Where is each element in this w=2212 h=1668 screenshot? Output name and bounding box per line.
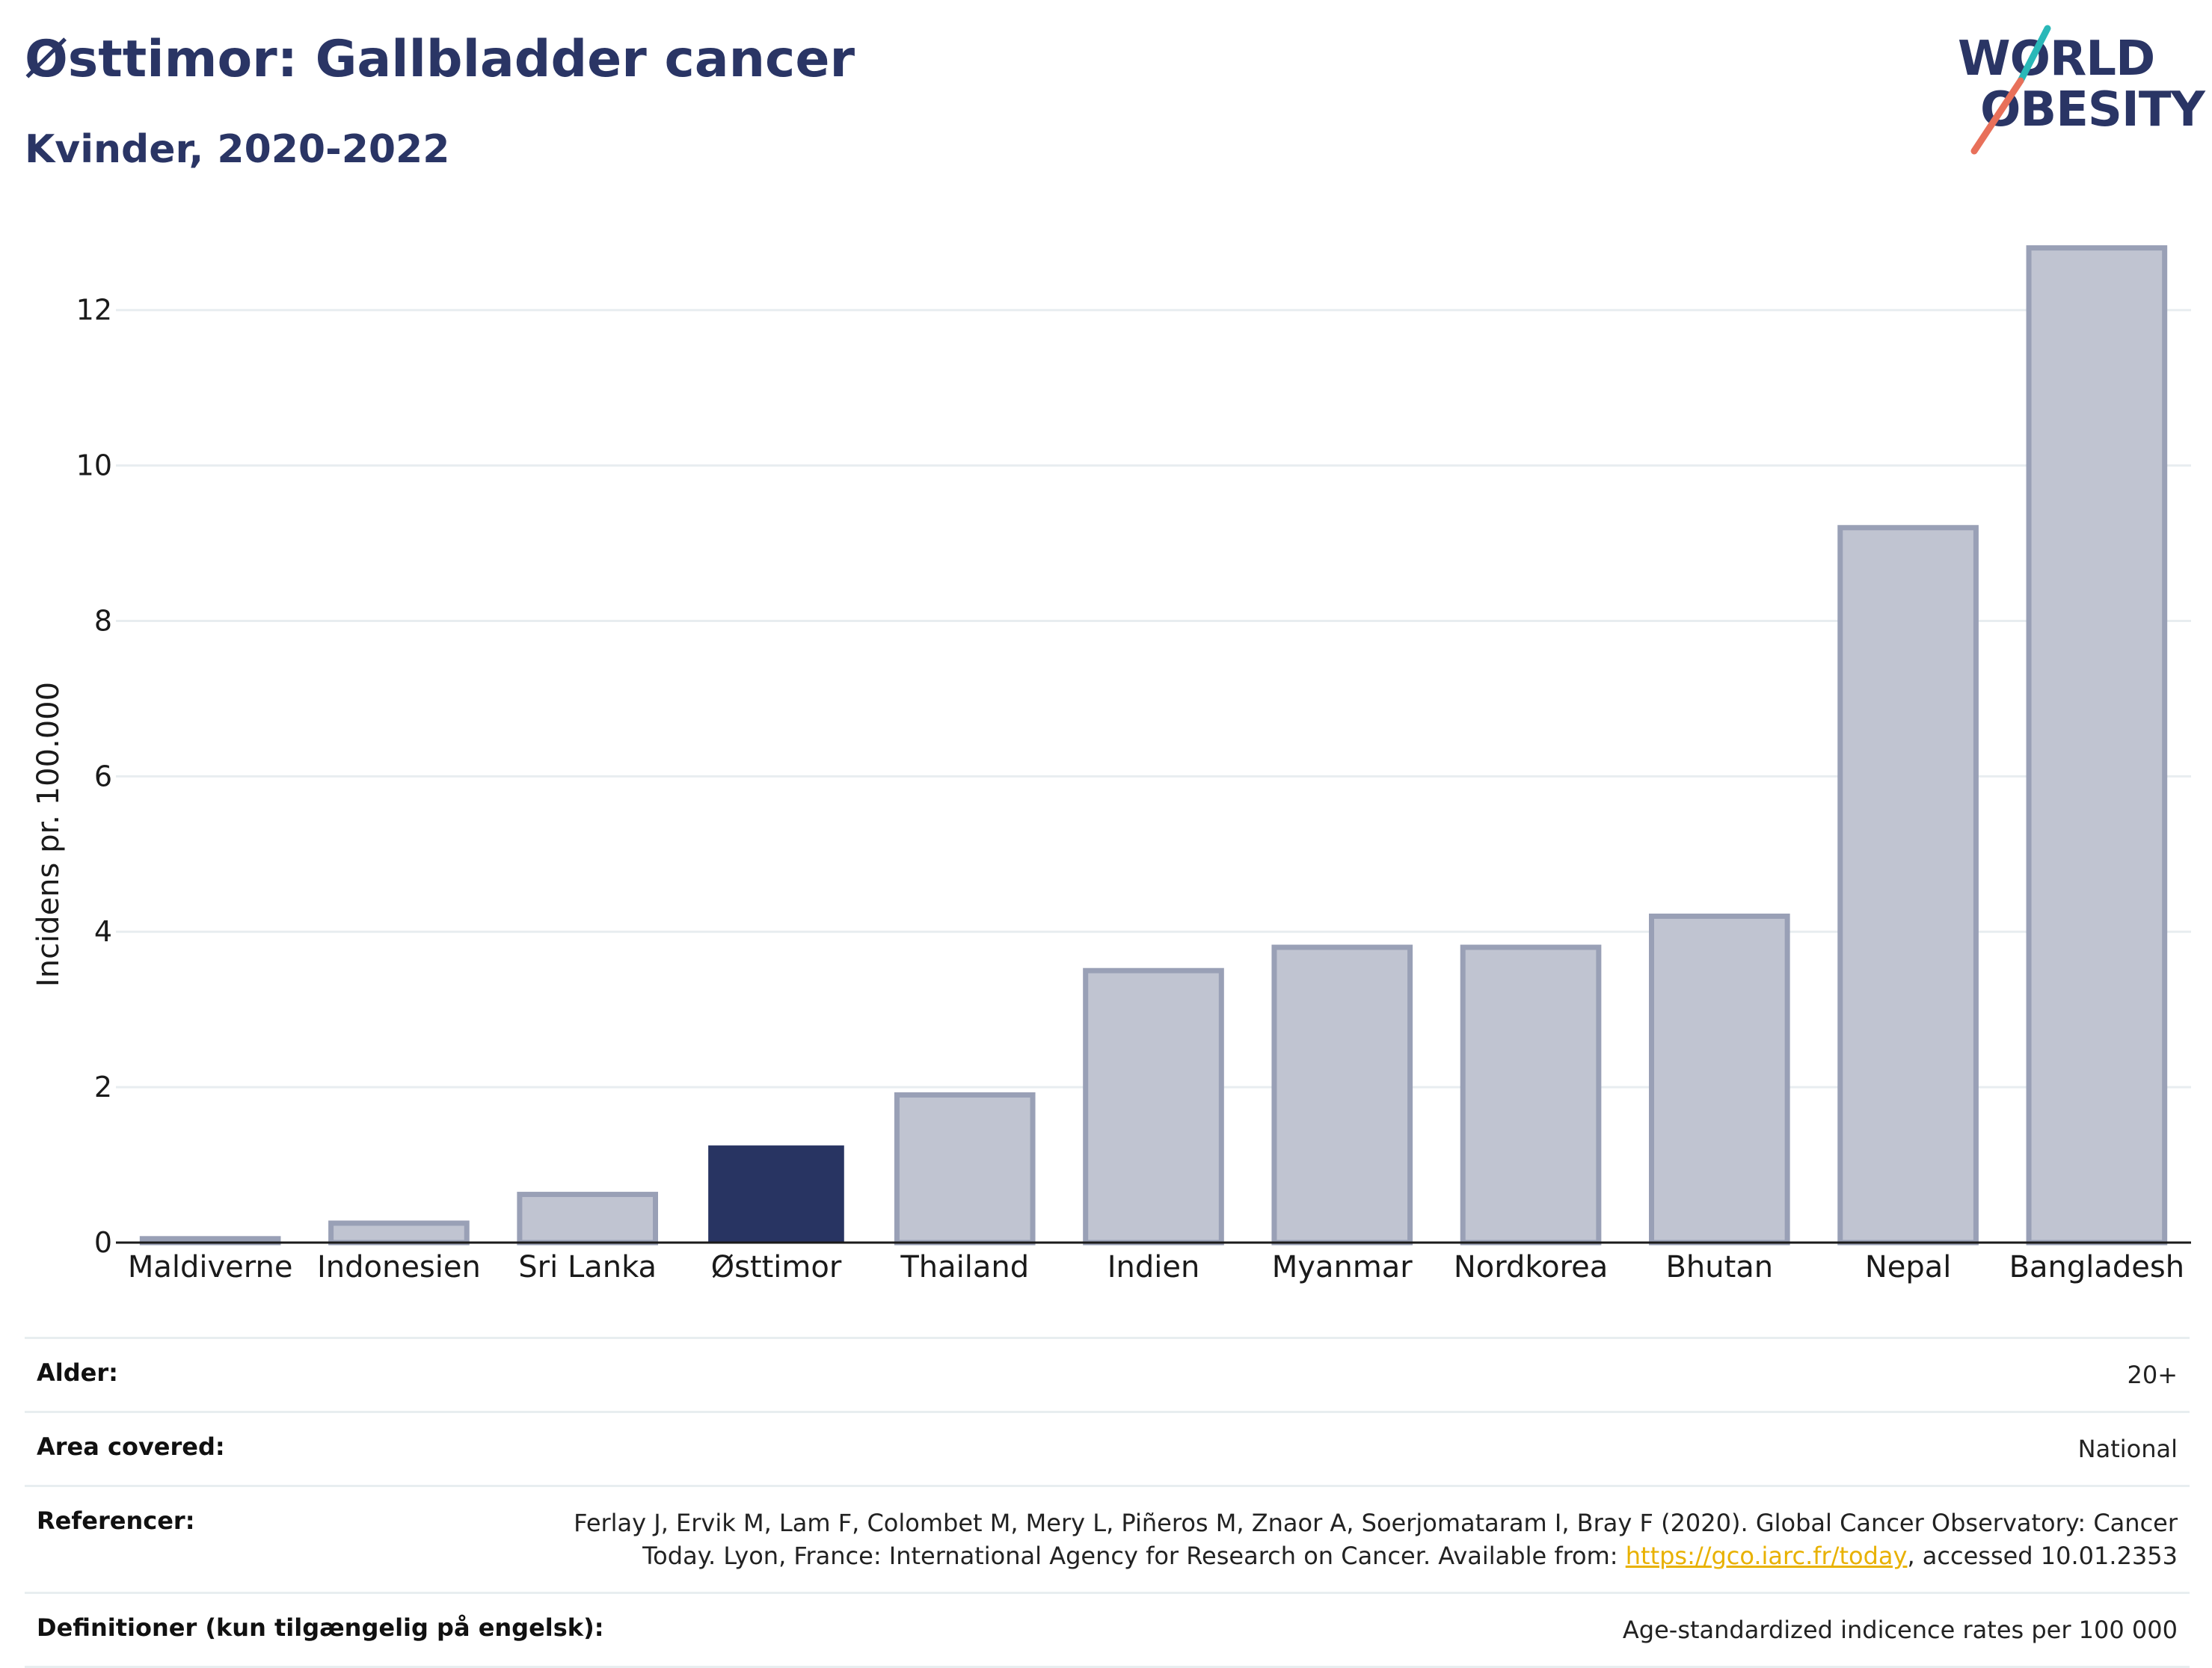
x-tick-label: Thailand: [900, 1250, 1029, 1284]
bar-thailand: [894, 1092, 1036, 1246]
y-tick-label: 12: [76, 294, 112, 327]
bar-østtimor: [708, 1145, 844, 1243]
y-axis-title: Incidens pr. 100.000: [31, 682, 66, 987]
meta-key: Area covered:: [37, 1432, 225, 1461]
x-tick-label: Maldiverne: [128, 1250, 293, 1284]
y-tick-label: 4: [94, 915, 112, 948]
bar-indien: [1083, 967, 1224, 1246]
meta-row-references: Referencer: Ferlay J, Ervik M, Lam F, Co…: [25, 1485, 2190, 1592]
metadata-table: Alder: 20+ Area covered: National Refere…: [25, 1337, 2190, 1668]
y-tick-label: 6: [94, 760, 112, 793]
meta-row-definitions: Definitioner (kun tilgængelig på engelsk…: [25, 1592, 2190, 1668]
bar-sri-lanka: [517, 1192, 659, 1246]
x-tick-label: Sri Lanka: [518, 1250, 657, 1284]
logo-line-2: OBESITY: [1980, 82, 2205, 138]
x-tick-label: Østtimor: [711, 1250, 842, 1284]
meta-key: Alder:: [37, 1358, 118, 1387]
reference-link[interactable]: https://gco.iarc.fr/today: [1625, 1542, 1908, 1570]
meta-value: National: [2077, 1435, 2178, 1463]
y-tick-label: 0: [94, 1226, 112, 1259]
x-tick-label: Myanmar: [1272, 1250, 1413, 1284]
reference-text-line-2: Today. Lyon, France: International Agenc…: [642, 1542, 1626, 1570]
y-tick-label: 10: [76, 449, 112, 482]
reference-text-tail: , accessed 10.01.2353: [1907, 1542, 2178, 1570]
x-tick-label: Indonesien: [317, 1250, 481, 1284]
x-tick-label: Bhutan: [1665, 1250, 1773, 1284]
y-tick-label: 8: [94, 604, 112, 637]
axes: 0 2 4 6 8 10 12 Maldiverne Indonesien Sri Lanka Øs…: [76, 294, 2191, 1284]
reference-text-line-1: Ferlay J, Ervik M, Lam F, Colombet M, Me…: [574, 1509, 2178, 1537]
logo-slash-icon: [1970, 25, 2051, 155]
bar-bhutan: [1649, 913, 1790, 1246]
meta-row-age: Alder: 20+: [25, 1337, 2190, 1411]
meta-row-area: Area covered: National: [25, 1411, 2190, 1485]
logo-line-1: WORLD: [1958, 31, 2155, 87]
meta-value: Ferlay J, Ervik M, Lam F, Colombet M, Me…: [574, 1507, 2178, 1572]
meta-key: Referencer:: [37, 1507, 195, 1535]
y-tick-label: 2: [94, 1071, 112, 1104]
bar-bangladesh: [2026, 245, 2168, 1246]
chart-subtitle: Kvinder, 2020-2022: [25, 127, 450, 172]
meta-value: 20+: [2127, 1361, 2178, 1389]
bar-chart: 0 2 4 6 8 10 12 Maldiverne Indonesien Sri Lanka Øs…: [31, 245, 2191, 1284]
bar-indonesien: [328, 1220, 470, 1246]
x-tick-label: Indien: [1107, 1250, 1200, 1284]
bar-nepal: [1837, 525, 1979, 1246]
world-obesity-logo: WORLD OBESITY: [1937, 22, 2206, 164]
x-tick-label: Nepal: [1865, 1250, 1952, 1284]
bar-nordkorea: [1460, 944, 1602, 1246]
chart-title: Østtimor: Gallbladder cancer: [25, 30, 855, 89]
meta-key: Definitioner (kun tilgængelig på engelsk…: [37, 1613, 604, 1642]
meta-value: Age-standardized indicence rates per 100…: [1622, 1616, 2178, 1644]
bars: [139, 245, 2168, 1246]
x-tick-label: Nordkorea: [1454, 1250, 1608, 1284]
x-tick-label: Bangladesh: [2009, 1250, 2185, 1284]
bar-myanmar: [1271, 944, 1413, 1246]
